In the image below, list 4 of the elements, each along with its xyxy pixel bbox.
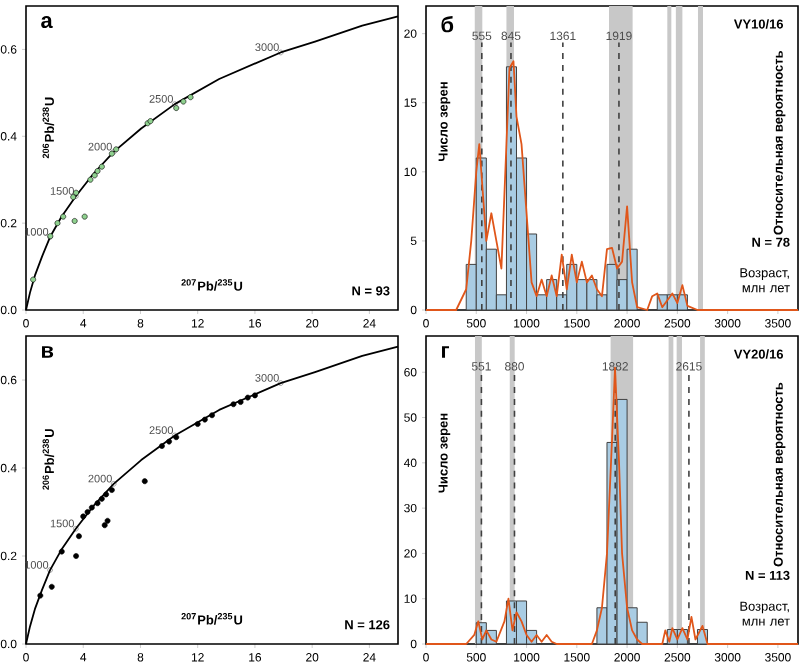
chart-title: в xyxy=(42,346,54,358)
chart-title: а xyxy=(41,16,53,29)
chart-title: б xyxy=(441,16,454,33)
chart-title: г xyxy=(442,346,450,358)
